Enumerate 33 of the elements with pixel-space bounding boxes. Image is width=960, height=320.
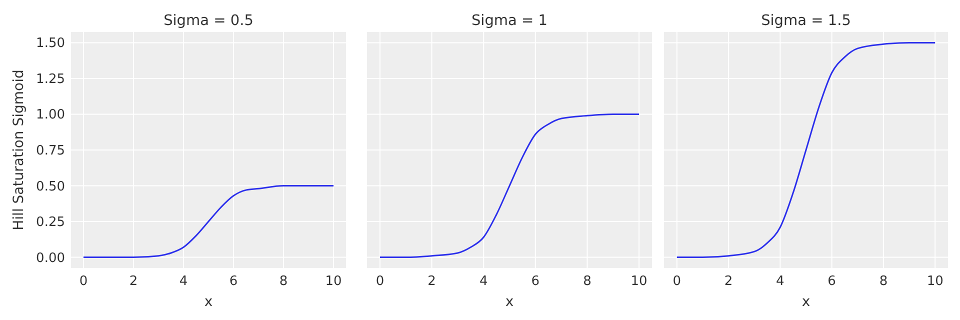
x-tick-label: 4	[479, 274, 488, 289]
x-tick-label: 2	[724, 274, 733, 289]
x-tick-label: 6	[531, 274, 540, 289]
x-tick-label: 4	[179, 274, 188, 289]
x-axis-title: x	[204, 294, 213, 310]
x-axis-title: x	[505, 294, 514, 310]
x-tick-label: 10	[630, 274, 648, 289]
chart-title: Sigma = 0.5	[164, 13, 254, 29]
x-tick-label: 2	[129, 274, 138, 289]
x-tick-label: 8	[279, 274, 288, 289]
y-tick-label: 0.75	[36, 144, 65, 158]
chart-title: Sigma = 1	[471, 13, 548, 29]
y-tick-label: 1.25	[36, 72, 65, 87]
y-axis-title: Hill Saturation Sigmoid	[11, 70, 27, 230]
x-tick-label: 8	[583, 274, 592, 289]
y-tick-label: 1.50	[36, 36, 65, 52]
line-series	[82, 185, 334, 258]
x-tick-label: 6	[229, 274, 238, 289]
x-tick-label: 10	[926, 274, 944, 289]
x-axis-title: x	[802, 294, 810, 310]
x-tick-label: 8	[879, 274, 888, 289]
y-tick-label: 0.50	[36, 179, 65, 194]
chart-title: Sigma = 1.5	[761, 13, 851, 29]
x-tick-label: 6	[828, 274, 836, 289]
x-tick-label: 10	[325, 274, 342, 289]
y-tick-label: 1.00	[36, 108, 65, 123]
x-tick-label: 4	[776, 274, 784, 289]
x-tick-label: 0	[79, 274, 88, 289]
x-tick-label: 0	[672, 274, 682, 289]
y-tick-label: 0.25	[36, 215, 65, 230]
x-tick-label: 0	[376, 274, 384, 289]
x-tick-label: 2	[428, 274, 436, 289]
y-tick-label: 0.00	[36, 250, 65, 266]
